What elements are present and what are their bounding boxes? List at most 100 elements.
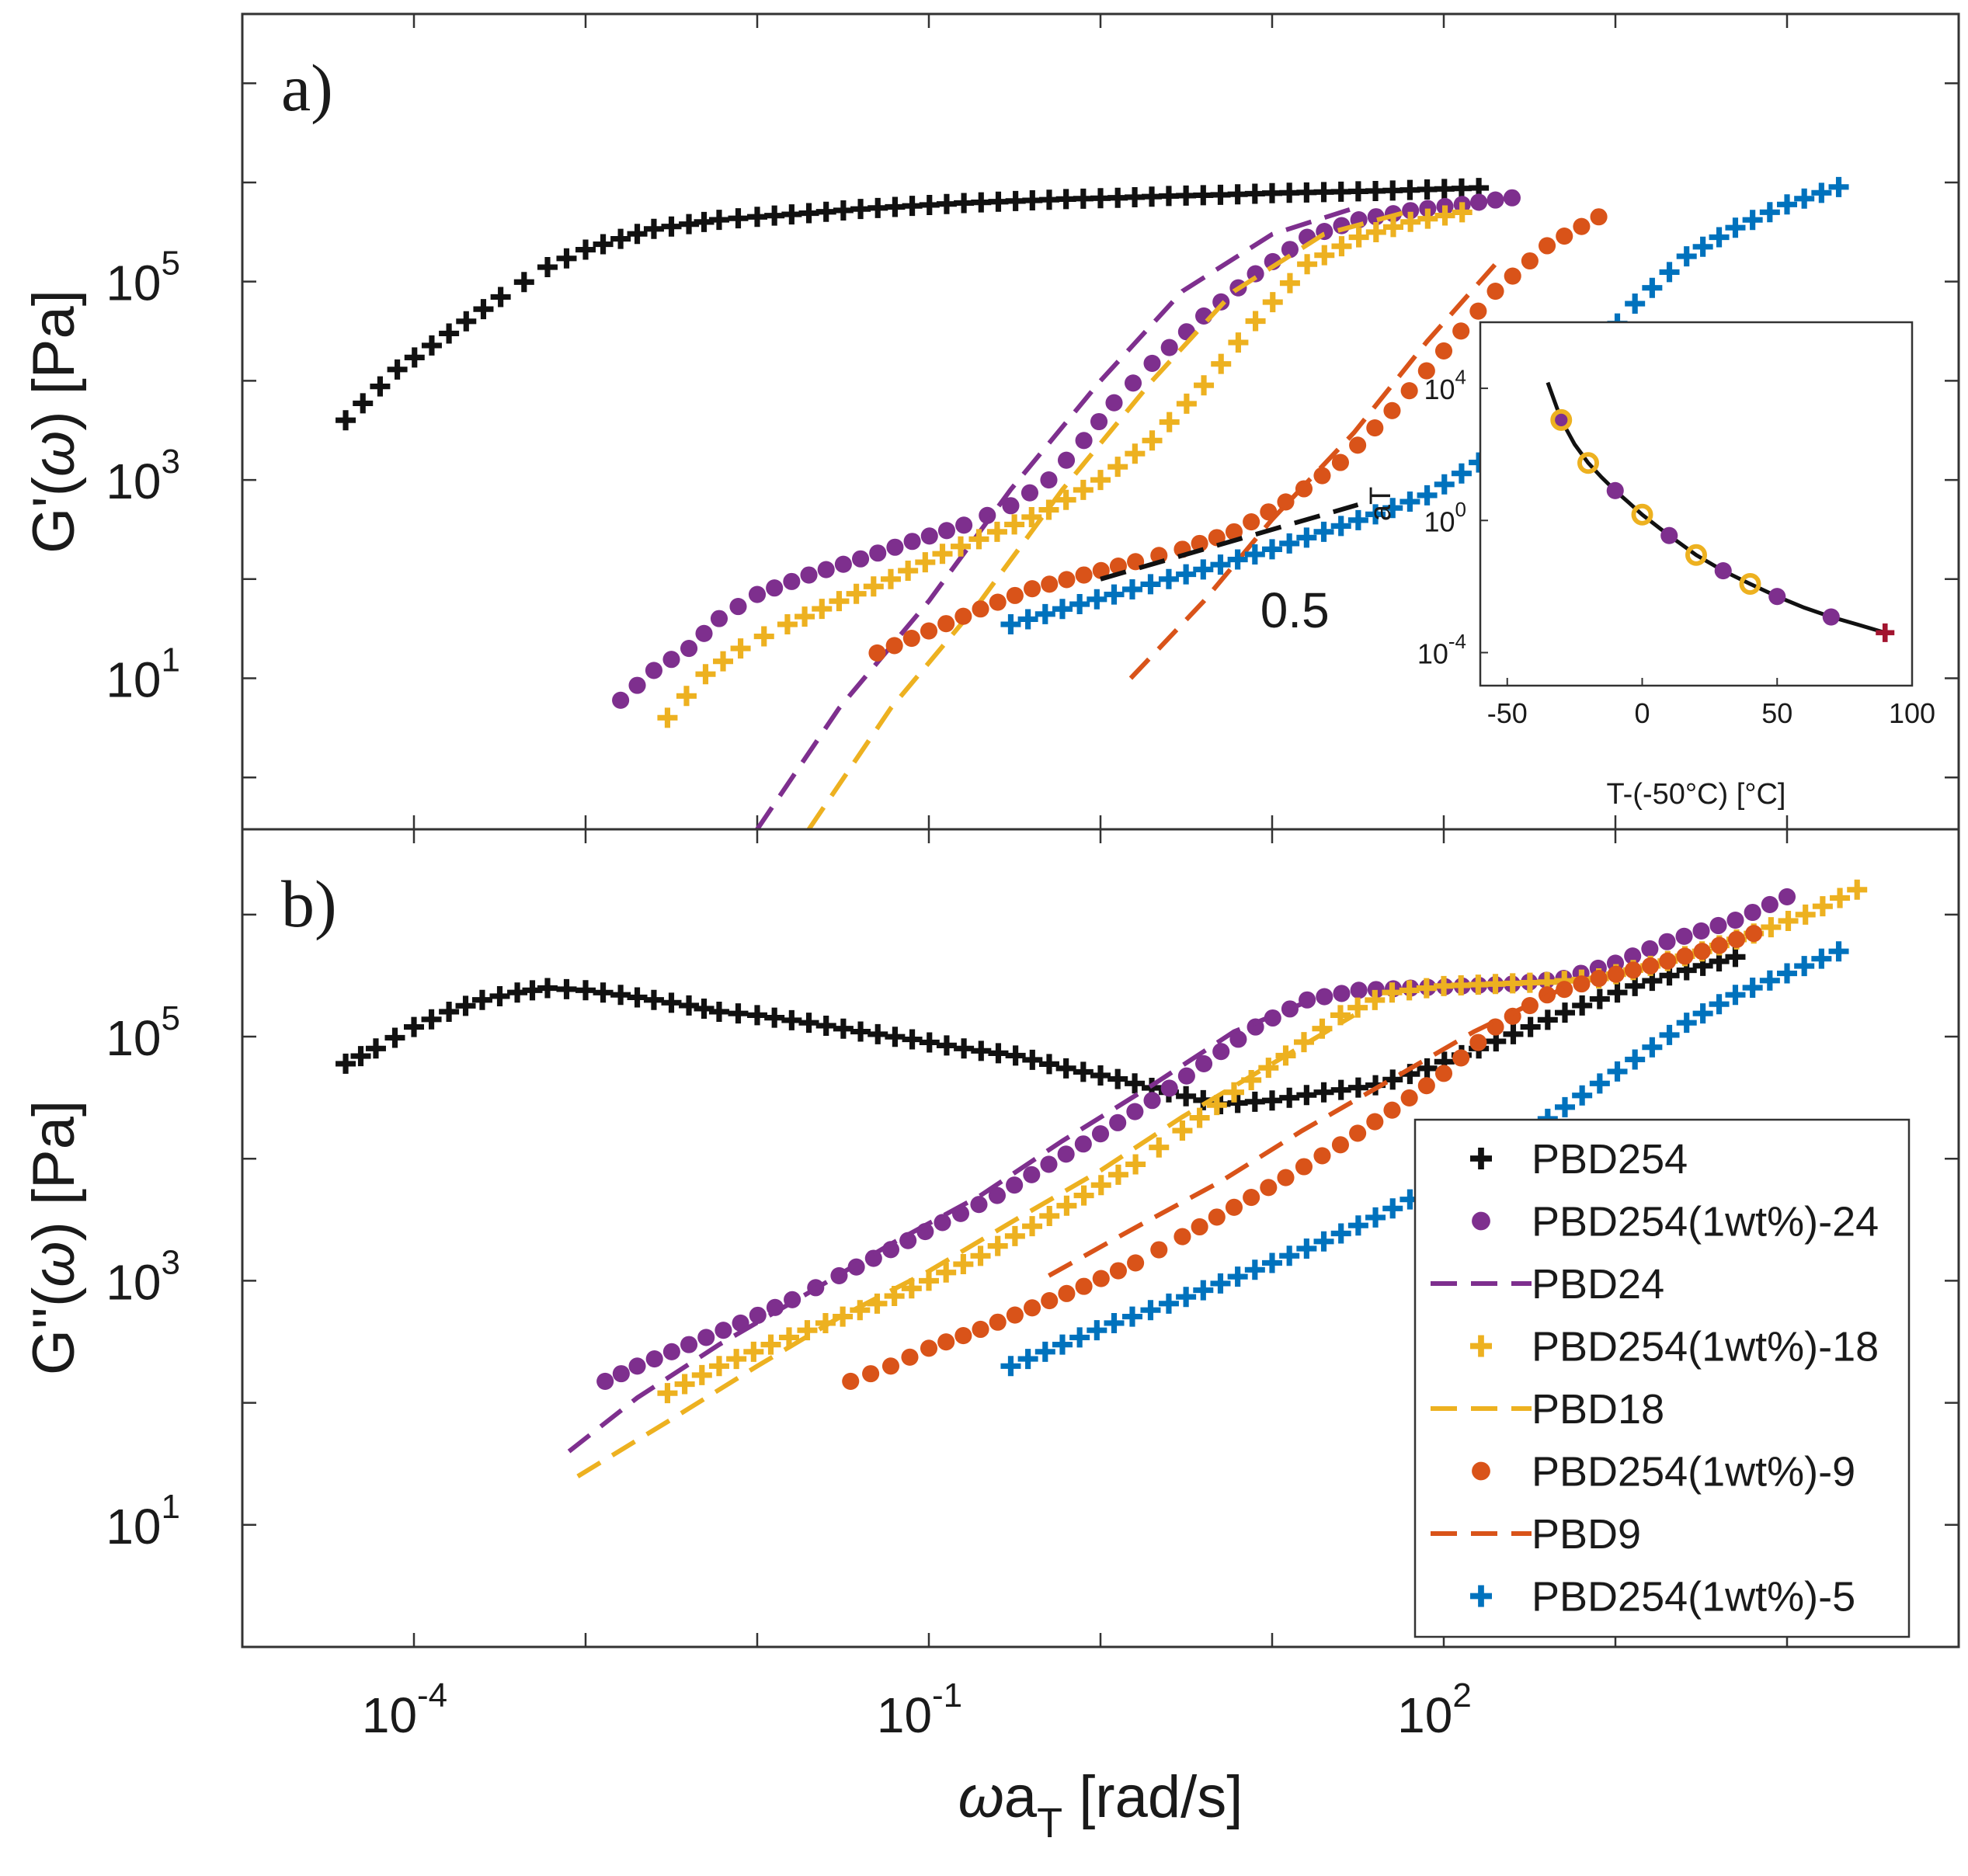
data-point [1210,184,1231,205]
data-point [1331,453,1349,471]
data-point [1212,293,1230,311]
data-point [1176,393,1197,414]
data-point [954,1038,975,1059]
data-point [1140,574,1161,595]
data-point [798,203,819,224]
data-point [968,529,989,550]
series-line-pbd18 [807,210,1406,829]
panel-a-ticks: 101 103 105 [106,14,1960,829]
data-point [1281,241,1299,259]
data-point [1383,401,1401,419]
data-point [1347,997,1368,1018]
data-point [662,651,680,669]
data-point [336,410,356,431]
data-point [852,550,870,568]
data-point [812,599,833,620]
data-point [1125,186,1146,207]
data-point [986,521,1007,542]
data-point [1676,1013,1697,1034]
data-point [1313,1147,1331,1165]
data-point [1794,956,1815,977]
data-point [730,638,751,659]
data-point [1486,1018,1504,1036]
data-point [1073,188,1094,209]
data-point [643,989,664,1010]
panel-a: 101 103 105 a) G'(ω) [Pa] 0.5 -50 0 50 100 10-… [21,12,1960,831]
data-point [1330,1223,1351,1244]
data-point [1349,436,1367,454]
data-point [1191,1218,1208,1236]
data-point [593,982,614,1003]
data-point [885,196,906,217]
data-point [868,197,888,218]
data-point [1228,332,1249,353]
legend-entry-pbd18: PBD18 [1431,1386,1664,1433]
data-point [612,1365,630,1383]
data-point [1034,1341,1055,1362]
data-point [370,376,391,397]
data-point [1313,1231,1334,1252]
data-point [920,527,938,545]
data-point [1173,1228,1191,1245]
data-point [661,992,682,1013]
panel-b-ylabel: G''(ω) [Pa] [21,1100,87,1375]
data-point [1245,311,1266,332]
data-point [1778,910,1799,931]
data-point [1452,202,1473,223]
data-point [1260,1179,1278,1197]
data-point [1107,457,1128,478]
data-point [817,561,835,578]
data-point [1279,533,1300,554]
data-point [1121,1306,1142,1327]
data-point [1038,189,1059,210]
series-pbd254-1wt-24 [596,888,1796,1390]
data-point [937,522,955,540]
data-point [695,624,713,642]
inset-point [1685,544,1707,566]
data-point [1795,904,1816,925]
y-tick-label: 101 [106,1488,180,1555]
data-point [643,218,664,239]
data-point [456,311,477,332]
data-point [1057,1145,1075,1163]
data-point [336,1053,356,1074]
data-point [1348,227,1369,248]
data-point [1244,1259,1265,1280]
data-point [674,1374,695,1395]
data-point [1159,412,1180,433]
data-point [1347,509,1368,530]
data-point [676,686,697,707]
data-point [661,216,682,237]
data-point [1434,474,1455,495]
legend-swatch [1470,1148,1492,1169]
data-point [1143,1092,1161,1110]
inset-x-tick-label: 0 [1634,697,1650,729]
legend-label: PBD254(1wt%)-18 [1532,1324,1879,1371]
data-point [1142,186,1163,207]
y-tick-label: 103 [106,1243,180,1310]
data-point [1004,1225,1025,1246]
data-point [1000,614,1021,635]
data-point [1022,1216,1043,1237]
data-point [1402,202,1420,220]
data-point [1365,989,1386,1010]
data-point [575,239,596,260]
data-point [1160,1079,1178,1097]
data-point [988,1043,1009,1064]
data-point [1607,965,1625,983]
series-pbd18 [576,1013,1355,1478]
data-point [1069,594,1090,615]
data-point [1676,947,1694,965]
data-point [1313,1082,1334,1103]
data-point [1005,1045,1026,1066]
data-point [1277,493,1295,511]
data-point [593,234,614,255]
inset-point [1714,562,1732,580]
data-point [868,644,886,662]
data-point [662,1343,680,1360]
inset-ticks: -50 0 50 100 10-4 100 104 [1417,366,1935,729]
data-point [697,1329,715,1346]
data-point [1023,1166,1041,1183]
data-point [1004,514,1025,535]
